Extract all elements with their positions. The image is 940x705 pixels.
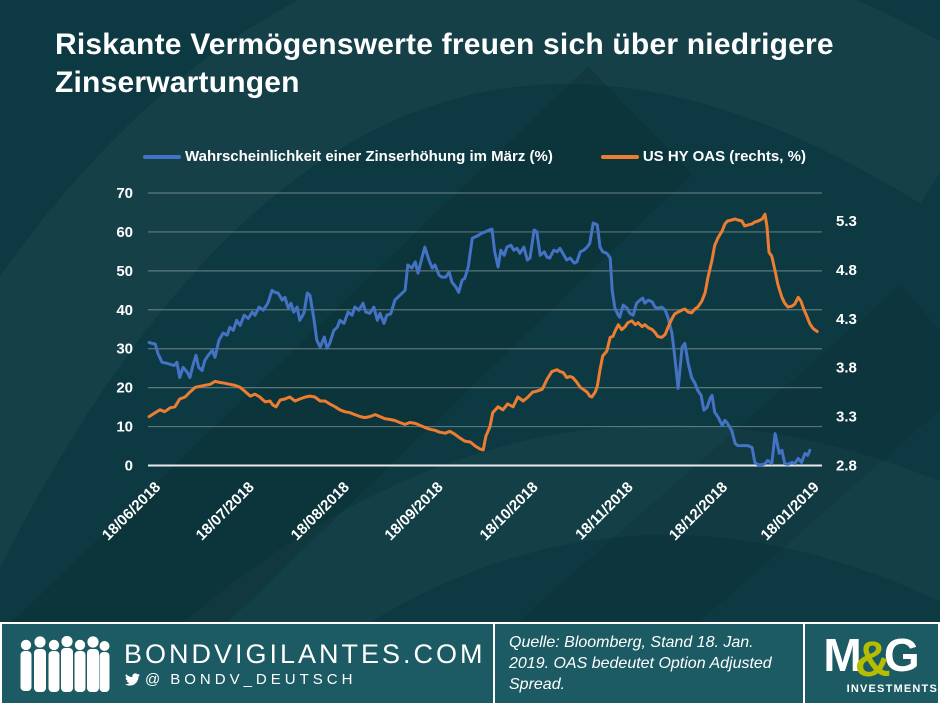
right-axis-tick-label: 5.3 — [836, 213, 857, 230]
brand-site-label: BONDVIGILANTES.COM — [124, 639, 486, 669]
legend-label-probability: Wahrscheinlichkeit einer Zinserhöhung im… — [185, 148, 553, 165]
twitter-bird-icon — [124, 673, 140, 686]
blue-line-swatch-icon — [143, 154, 181, 159]
x-axis-tick-label: 18/12/2018 — [666, 479, 731, 544]
x-axis-tick-label: 18/08/2018 — [288, 479, 353, 544]
mg-logo: M & G — [823, 629, 920, 687]
x-axis-tick-label: 18/10/2018 — [477, 479, 542, 544]
legend-item-probability: Wahrscheinlichkeit einer Zinserhöhung im… — [143, 148, 553, 165]
left-axis-tick-label: 50 — [116, 263, 133, 280]
mg-logo-ampersand: & — [854, 631, 891, 687]
chart-legend: Wahrscheinlichkeit einer Zinserhöhung im… — [143, 148, 806, 165]
people-silhouettes-icon — [20, 635, 110, 692]
footer-brand-section: BONDVIGILANTES.COM @ BONDV_DEUTSCH — [2, 624, 495, 703]
right-axis-tick-label: 3.3 — [836, 409, 857, 426]
right-axis-tick-label: 4.8 — [836, 262, 857, 279]
left-axis-tick-label: 20 — [116, 380, 133, 397]
brand-text-block: BONDVIGILANTES.COM @ BONDV_DEUTSCH — [124, 639, 486, 688]
left-axis-tick-label: 0 — [125, 458, 133, 475]
left-axis-tick-label: 30 — [116, 341, 133, 358]
right-axis-tick-label: 4.3 — [836, 311, 857, 328]
oas-line-series — [147, 212, 819, 452]
left-axis-tick-label: 40 — [116, 302, 133, 319]
twitter-handle-label: BONDV_DEUTSCH — [170, 671, 357, 688]
probability-line-series — [147, 221, 812, 467]
mg-investments-label: INVESTMENTS — [846, 683, 938, 695]
footer-mg-logo-section: M & G INVESTMENTS — [805, 624, 938, 703]
x-axis-tick-label: 18/11/2018 — [572, 479, 637, 544]
source-note: Quelle: Bloomberg, Stand 18. Jan. 2019. … — [509, 634, 772, 693]
footer-source-section: Quelle: Bloomberg, Stand 18. Jan. 2019. … — [495, 624, 805, 703]
x-axis-tick-label: 18/06/2018 — [99, 479, 164, 544]
mg-logo-g: G — [883, 629, 920, 681]
left-axis-tick-label: 10 — [116, 419, 133, 436]
brand-twitter-line: @ BONDV_DEUTSCH — [124, 671, 486, 688]
right-axis-tick-label: 3.8 — [836, 360, 857, 377]
right-axis-tick-label: 2.8 — [836, 458, 857, 475]
chart-title: Riskante Vermögenswerte freuen sich über… — [55, 28, 834, 99]
mg-logo-m: M — [823, 629, 862, 681]
at-sign: @ — [145, 671, 165, 688]
legend-item-oas: US HY OAS (rechts, %) — [600, 148, 806, 165]
legend-label-oas: US HY OAS (rechts, %) — [642, 148, 806, 165]
left-axis-tick-label: 70 — [116, 185, 133, 202]
x-axis-tick-label: 18/07/2018 — [193, 479, 258, 544]
orange-line-swatch-icon — [600, 154, 639, 159]
line-chart: 70 60 50 40 30 20 10 0 5.3 4.8 4.3 3.8 3.3 2.8 18/06/2… — [99, 185, 857, 544]
x-axis-tick-label: 18/01/2019 — [758, 479, 823, 544]
x-axis-tick-label: 18/09/2018 — [381, 479, 446, 544]
footer-band: BONDVIGILANTES.COM @ BONDV_DEUTSCH Quell… — [0, 622, 940, 705]
left-axis-tick-label: 60 — [116, 224, 133, 241]
